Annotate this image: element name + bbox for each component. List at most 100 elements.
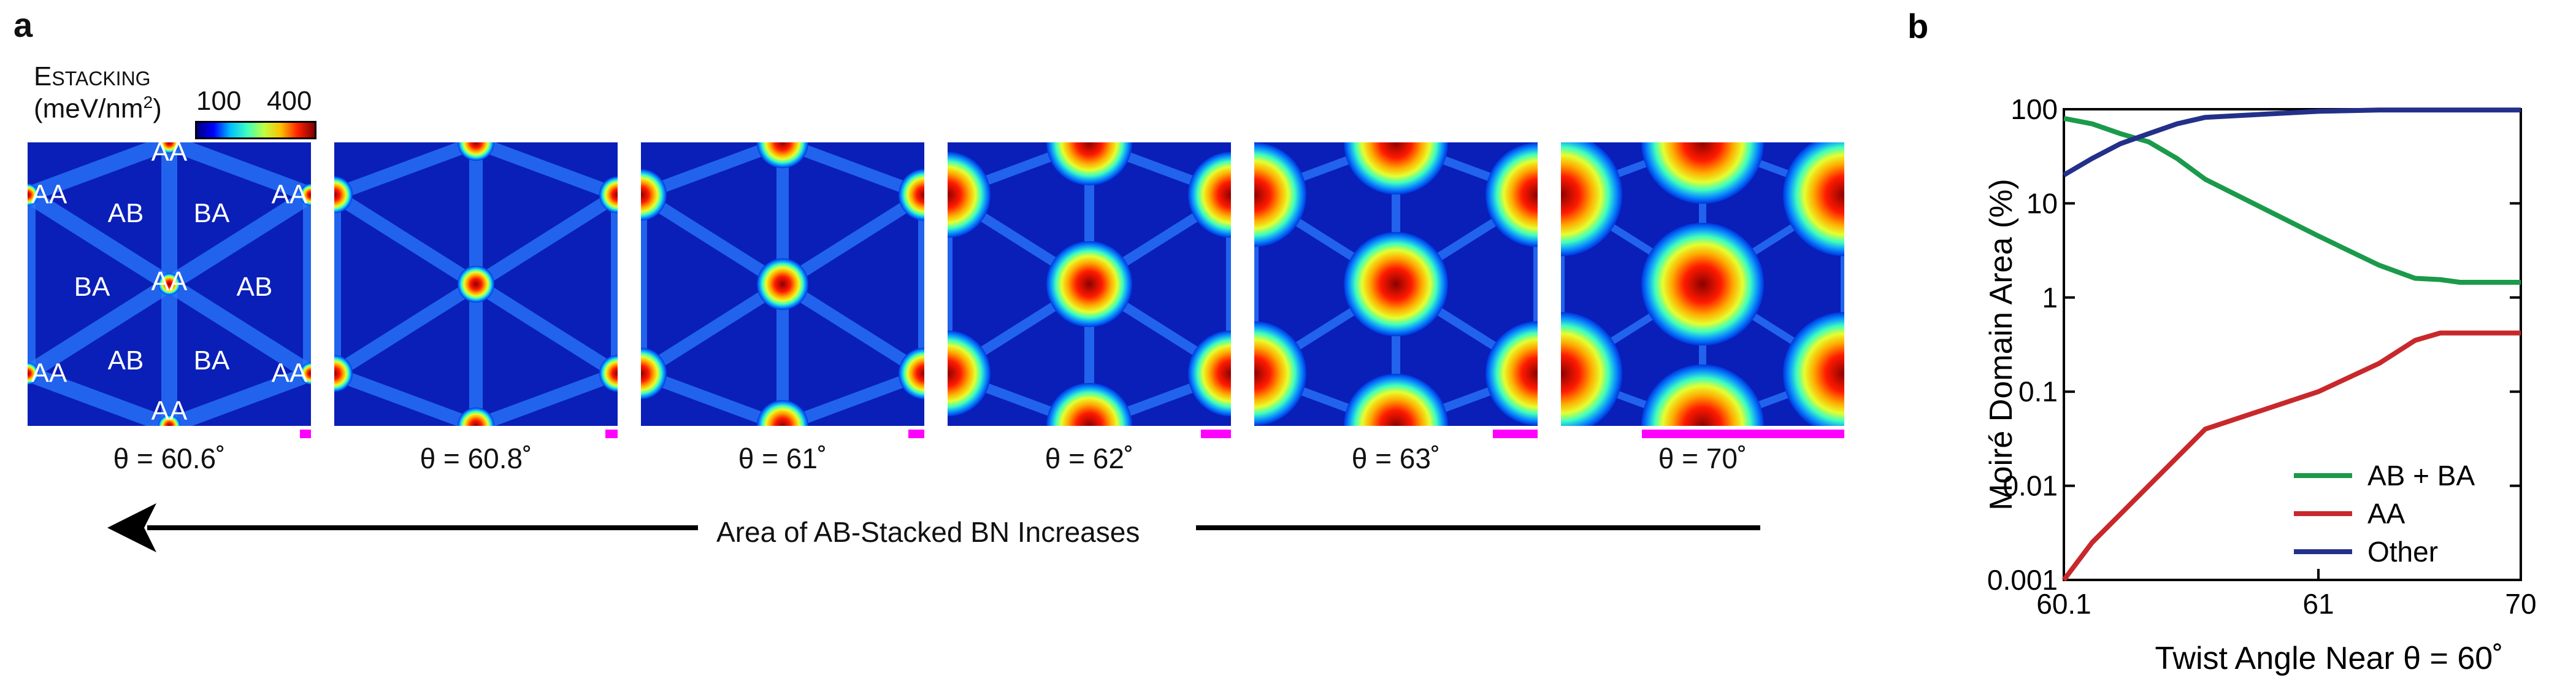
energy-map-1: AA AA AA AA AA AA AA AB BA BA AB AB BA bbox=[28, 142, 311, 426]
aa-hotspot bbox=[1641, 365, 1764, 426]
aa-hotspot bbox=[300, 183, 311, 206]
colorbar-tick-low: 100 bbox=[196, 86, 242, 116]
colorbar-title-sub: STACKING bbox=[52, 68, 151, 90]
aa-hotspot bbox=[599, 176, 618, 214]
colorbar bbox=[195, 121, 316, 139]
x-axis-label: Twist Angle Near θ = 60˚ bbox=[2155, 641, 2504, 676]
aa-hotspot bbox=[1641, 223, 1764, 345]
aa-hotspot bbox=[1254, 321, 1306, 426]
series-line-1 bbox=[2063, 115, 2521, 285]
scale-bar-1 bbox=[300, 430, 311, 438]
stacking-label: AB bbox=[108, 345, 144, 376]
y-tick-label: 0.1 bbox=[2018, 376, 2058, 407]
aa-hotspot bbox=[1046, 383, 1132, 426]
x-tick-label: 61 bbox=[2302, 588, 2334, 620]
y-tick-label: 0.01 bbox=[2003, 470, 2058, 502]
aa-hotspot bbox=[1561, 312, 1622, 426]
colorbar-tick-high: 400 bbox=[267, 86, 312, 116]
stacking-label: AA bbox=[151, 142, 188, 167]
theta-label-6: θ = 70˚ bbox=[1658, 442, 1747, 474]
aa-hotspot bbox=[458, 407, 494, 426]
theta-label-2: θ = 60.8˚ bbox=[420, 442, 532, 474]
energy-map-2 bbox=[334, 142, 618, 426]
colorbar-unit-suffix: ) bbox=[153, 93, 162, 124]
aa-hotspot bbox=[334, 176, 353, 214]
aa-hotspot bbox=[1344, 142, 1448, 195]
aa-hotspot bbox=[899, 169, 924, 221]
stacking-label: AA bbox=[272, 358, 308, 388]
scale-bar-2 bbox=[605, 430, 618, 438]
energy-map-6 bbox=[1561, 142, 1844, 426]
stacking-label: BA bbox=[194, 198, 230, 228]
aa-hotspot bbox=[1188, 330, 1231, 417]
theta-label-3: θ = 61˚ bbox=[738, 442, 827, 474]
aa-hotspot bbox=[1561, 142, 1622, 257]
aa-hotspot bbox=[158, 273, 180, 295]
aa-hotspot bbox=[1344, 232, 1448, 336]
stacking-label: AA bbox=[151, 266, 188, 296]
arrow-text: Area of AB-Stacked BN Increases bbox=[716, 516, 1140, 548]
aa-hotspot bbox=[1783, 312, 1844, 426]
aa-hotspot bbox=[599, 355, 618, 392]
aa-hotspot bbox=[899, 347, 924, 400]
aa-hotspot bbox=[1046, 241, 1132, 327]
series-line-3 bbox=[2062, 107, 2521, 177]
aa-hotspot bbox=[28, 183, 39, 206]
aa-hotspot bbox=[1783, 142, 1844, 257]
aa-hotspot bbox=[641, 347, 667, 400]
aa-hotspot bbox=[948, 330, 991, 417]
stacking-label: AA bbox=[151, 396, 188, 426]
y-tick-label: 10 bbox=[2026, 187, 2058, 219]
colorbar-unit-prefix: (meV/nm bbox=[34, 93, 144, 124]
energy-map-4 bbox=[948, 142, 1231, 426]
panel-a-letter: a bbox=[13, 6, 33, 44]
aa-hotspot bbox=[158, 142, 180, 153]
aa-hotspot bbox=[300, 362, 311, 385]
y-tick-label: 100 bbox=[2011, 93, 2058, 125]
aa-hotspot bbox=[1485, 142, 1538, 247]
aa-hotspot bbox=[948, 152, 991, 238]
aa-hotspot bbox=[1485, 321, 1538, 426]
aa-hotspot bbox=[641, 169, 667, 221]
energy-map-3 bbox=[641, 142, 924, 426]
aa-hotspot bbox=[334, 355, 353, 392]
series-line-2 bbox=[2061, 330, 2521, 582]
stacking-label: AA bbox=[31, 358, 67, 388]
x-tick-label: 70 bbox=[2505, 588, 2536, 620]
aa-hotspot bbox=[458, 142, 494, 161]
x-tick-label: 60.1 bbox=[2036, 588, 2091, 620]
scale-bar-4 bbox=[1200, 430, 1231, 438]
aa-hotspot bbox=[1641, 142, 1764, 204]
colorbar-title-main: E bbox=[34, 61, 52, 91]
plot-frame bbox=[2063, 108, 2522, 581]
aa-hotspot bbox=[458, 266, 494, 303]
scale-bar-3 bbox=[908, 430, 924, 438]
panel-b-letter: b bbox=[1907, 7, 1928, 45]
aa-hotspot bbox=[1344, 374, 1448, 426]
legend-label-3: Other bbox=[2367, 536, 2438, 568]
y-tick-label: 1 bbox=[2042, 282, 2058, 314]
aa-hotspot bbox=[757, 400, 808, 426]
aa-hotspot bbox=[757, 258, 808, 310]
scale-bar-6 bbox=[1642, 430, 1844, 438]
aa-hotspot bbox=[1254, 142, 1306, 247]
colorbar-title: ESTACKING (meV/nm2) bbox=[34, 61, 162, 125]
aa-hotspot bbox=[158, 415, 180, 426]
energy-map-5 bbox=[1254, 142, 1538, 426]
theta-label-5: θ = 63˚ bbox=[1351, 442, 1441, 474]
y-tick-label: 0.001 bbox=[1987, 564, 2058, 596]
stacking-label: AA bbox=[272, 179, 308, 209]
legend-label-1: AB + BA bbox=[2367, 460, 2475, 492]
aa-hotspot bbox=[1046, 142, 1132, 185]
colorbar-unit-sup: 2 bbox=[143, 92, 153, 112]
aa-hotspot bbox=[28, 362, 39, 385]
aa-hotspot bbox=[1188, 152, 1231, 238]
theta-label-1: θ = 60.6˚ bbox=[113, 442, 226, 474]
legend-label-2: AA bbox=[2367, 498, 2405, 530]
y-axis-label: Moiré Domain Area (%) bbox=[1984, 179, 2019, 510]
stacking-label: BA bbox=[194, 345, 230, 376]
stacking-label: BA bbox=[74, 272, 110, 302]
stacking-label: AA bbox=[31, 179, 67, 209]
direction-arrow bbox=[107, 503, 1760, 552]
